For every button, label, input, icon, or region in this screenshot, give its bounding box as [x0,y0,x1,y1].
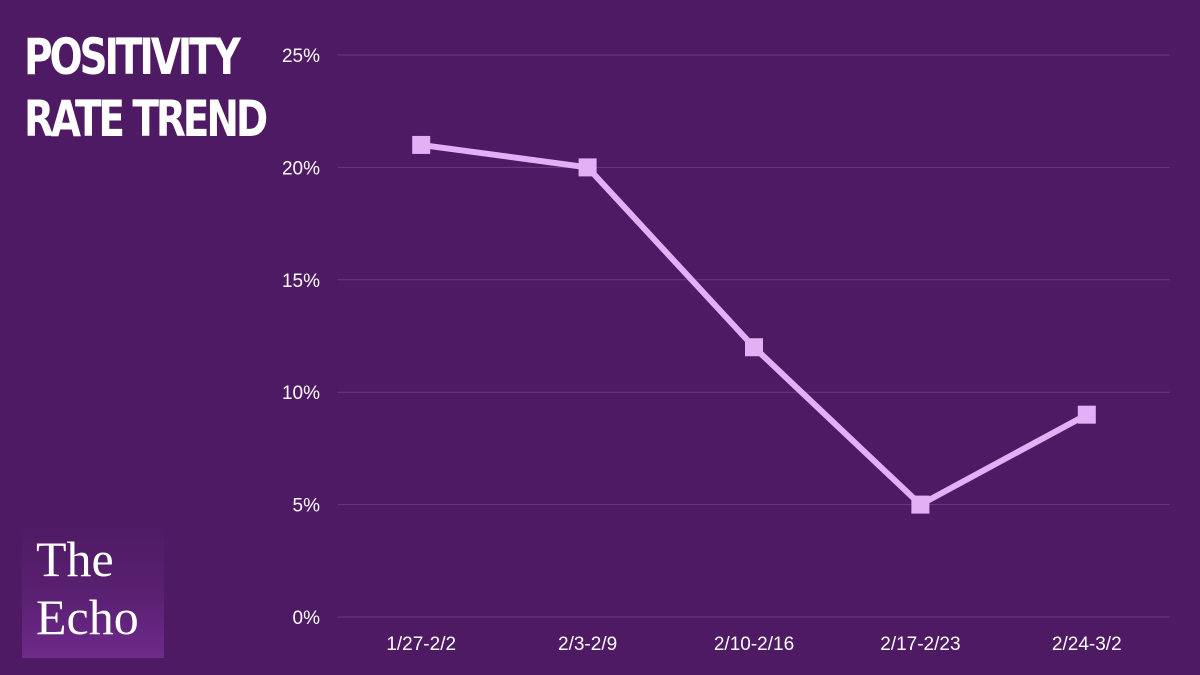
data-point-marker [578,158,597,177]
y-tick-label: 20% [282,158,320,179]
logo-line-the: The [36,531,114,587]
x-tick-label: 2/3-2/9 [558,634,617,655]
data-point-marker [1077,405,1096,424]
x-tick-label: 2/24-3/2 [1052,634,1122,655]
series-line [420,141,1089,508]
x-tick-label: 2/10-2/16 [714,634,794,655]
y-tick-label: 10% [282,383,320,404]
y-tick-label: 5% [293,496,321,517]
chart-title-line1: POSITIVITY [24,28,241,86]
data-point-marker [745,338,763,357]
logo-line-echo: Echo [36,589,139,645]
data-point-marker [911,495,930,514]
data-point-marker [412,135,431,154]
gridlines [338,54,1170,618]
x-axis-tick-labels: 1/27-2/2 2/3-2/9 2/10-2/16 2/17-2/23 2/24-3/… [386,634,1121,655]
x-tick-label: 2/17-2/23 [880,634,960,655]
y-axis-tick-labels: 0% 5% 10% 15% 20% 25% [282,46,320,629]
y-tick-label: 25% [282,46,320,67]
y-tick-label: 0% [293,608,321,629]
the-echo-logo: The Echo [22,520,164,658]
y-tick-label: 15% [282,271,320,292]
data-series [412,135,1096,514]
x-tick-label: 1/27-2/2 [386,634,456,655]
